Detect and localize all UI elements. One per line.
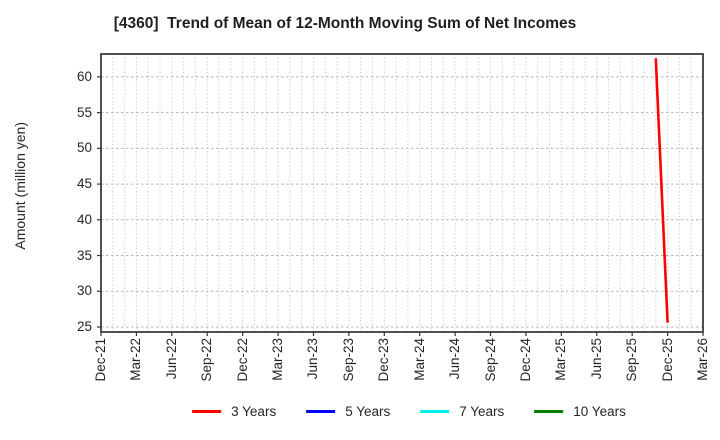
x-tick-label: Sep-24 [482, 338, 498, 382]
series-line-3-years [654, 58, 669, 323]
legend-line-swatch [420, 410, 450, 414]
legend-line-swatch [306, 410, 336, 414]
x-tick-label: Dec-24 [517, 338, 533, 382]
legend-line-swatch [534, 410, 564, 414]
legend-item-10-years: 10 Years [534, 405, 626, 419]
legend-label: 5 Years [345, 404, 391, 419]
legend-item-3-years: 3 Years [192, 405, 276, 419]
y-tick-label: 60 [76, 68, 92, 84]
legend-item-7-years: 7 Years [420, 405, 504, 419]
x-tick-label: Dec-22 [234, 338, 250, 382]
x-tick-label: Sep-25 [624, 338, 640, 382]
x-tick-label: Jun-23 [305, 338, 321, 380]
legend: 3 Years 5 Years 7 Years 10 Years [192, 405, 626, 419]
legend-label: 3 Years [231, 404, 277, 419]
x-tick-label: Dec-25 [659, 338, 675, 382]
x-tick-label: Jun-25 [588, 338, 604, 380]
x-tick-label: Mar-22 [128, 338, 144, 381]
x-tick-label: Jun-22 [163, 338, 179, 380]
x-tick-label: Mar-23 [270, 338, 286, 381]
legend-line-swatch [192, 410, 222, 414]
x-tick-label: Jun-24 [447, 338, 463, 380]
legend-label: 7 Years [459, 404, 505, 419]
x-tick-label: Dec-23 [376, 338, 392, 382]
y-tick-label: 55 [76, 104, 92, 120]
y-tick-label: 35 [76, 247, 92, 263]
x-tick-label: Mar-26 [695, 338, 710, 381]
legend-label: 10 Years [573, 404, 626, 419]
y-tick-label: 25 [76, 318, 92, 334]
x-tick-label: Mar-24 [411, 338, 427, 381]
x-tick-label: Mar-25 [553, 338, 569, 381]
y-tick-label: 50 [76, 140, 92, 156]
chart-title: [4360] Trend of Mean of 12-Month Moving … [113, 15, 577, 32]
plot-frame [100, 53, 704, 333]
y-tick-label: 45 [76, 176, 92, 192]
y-tick-label: 30 [76, 283, 92, 299]
x-tick-label: Sep-22 [199, 338, 215, 382]
legend-item-5-years: 5 Years [306, 405, 390, 419]
x-tick-label: Dec-21 [93, 338, 108, 382]
x-tick-label: Sep-23 [340, 338, 356, 382]
y-tick-label: 40 [76, 211, 92, 227]
